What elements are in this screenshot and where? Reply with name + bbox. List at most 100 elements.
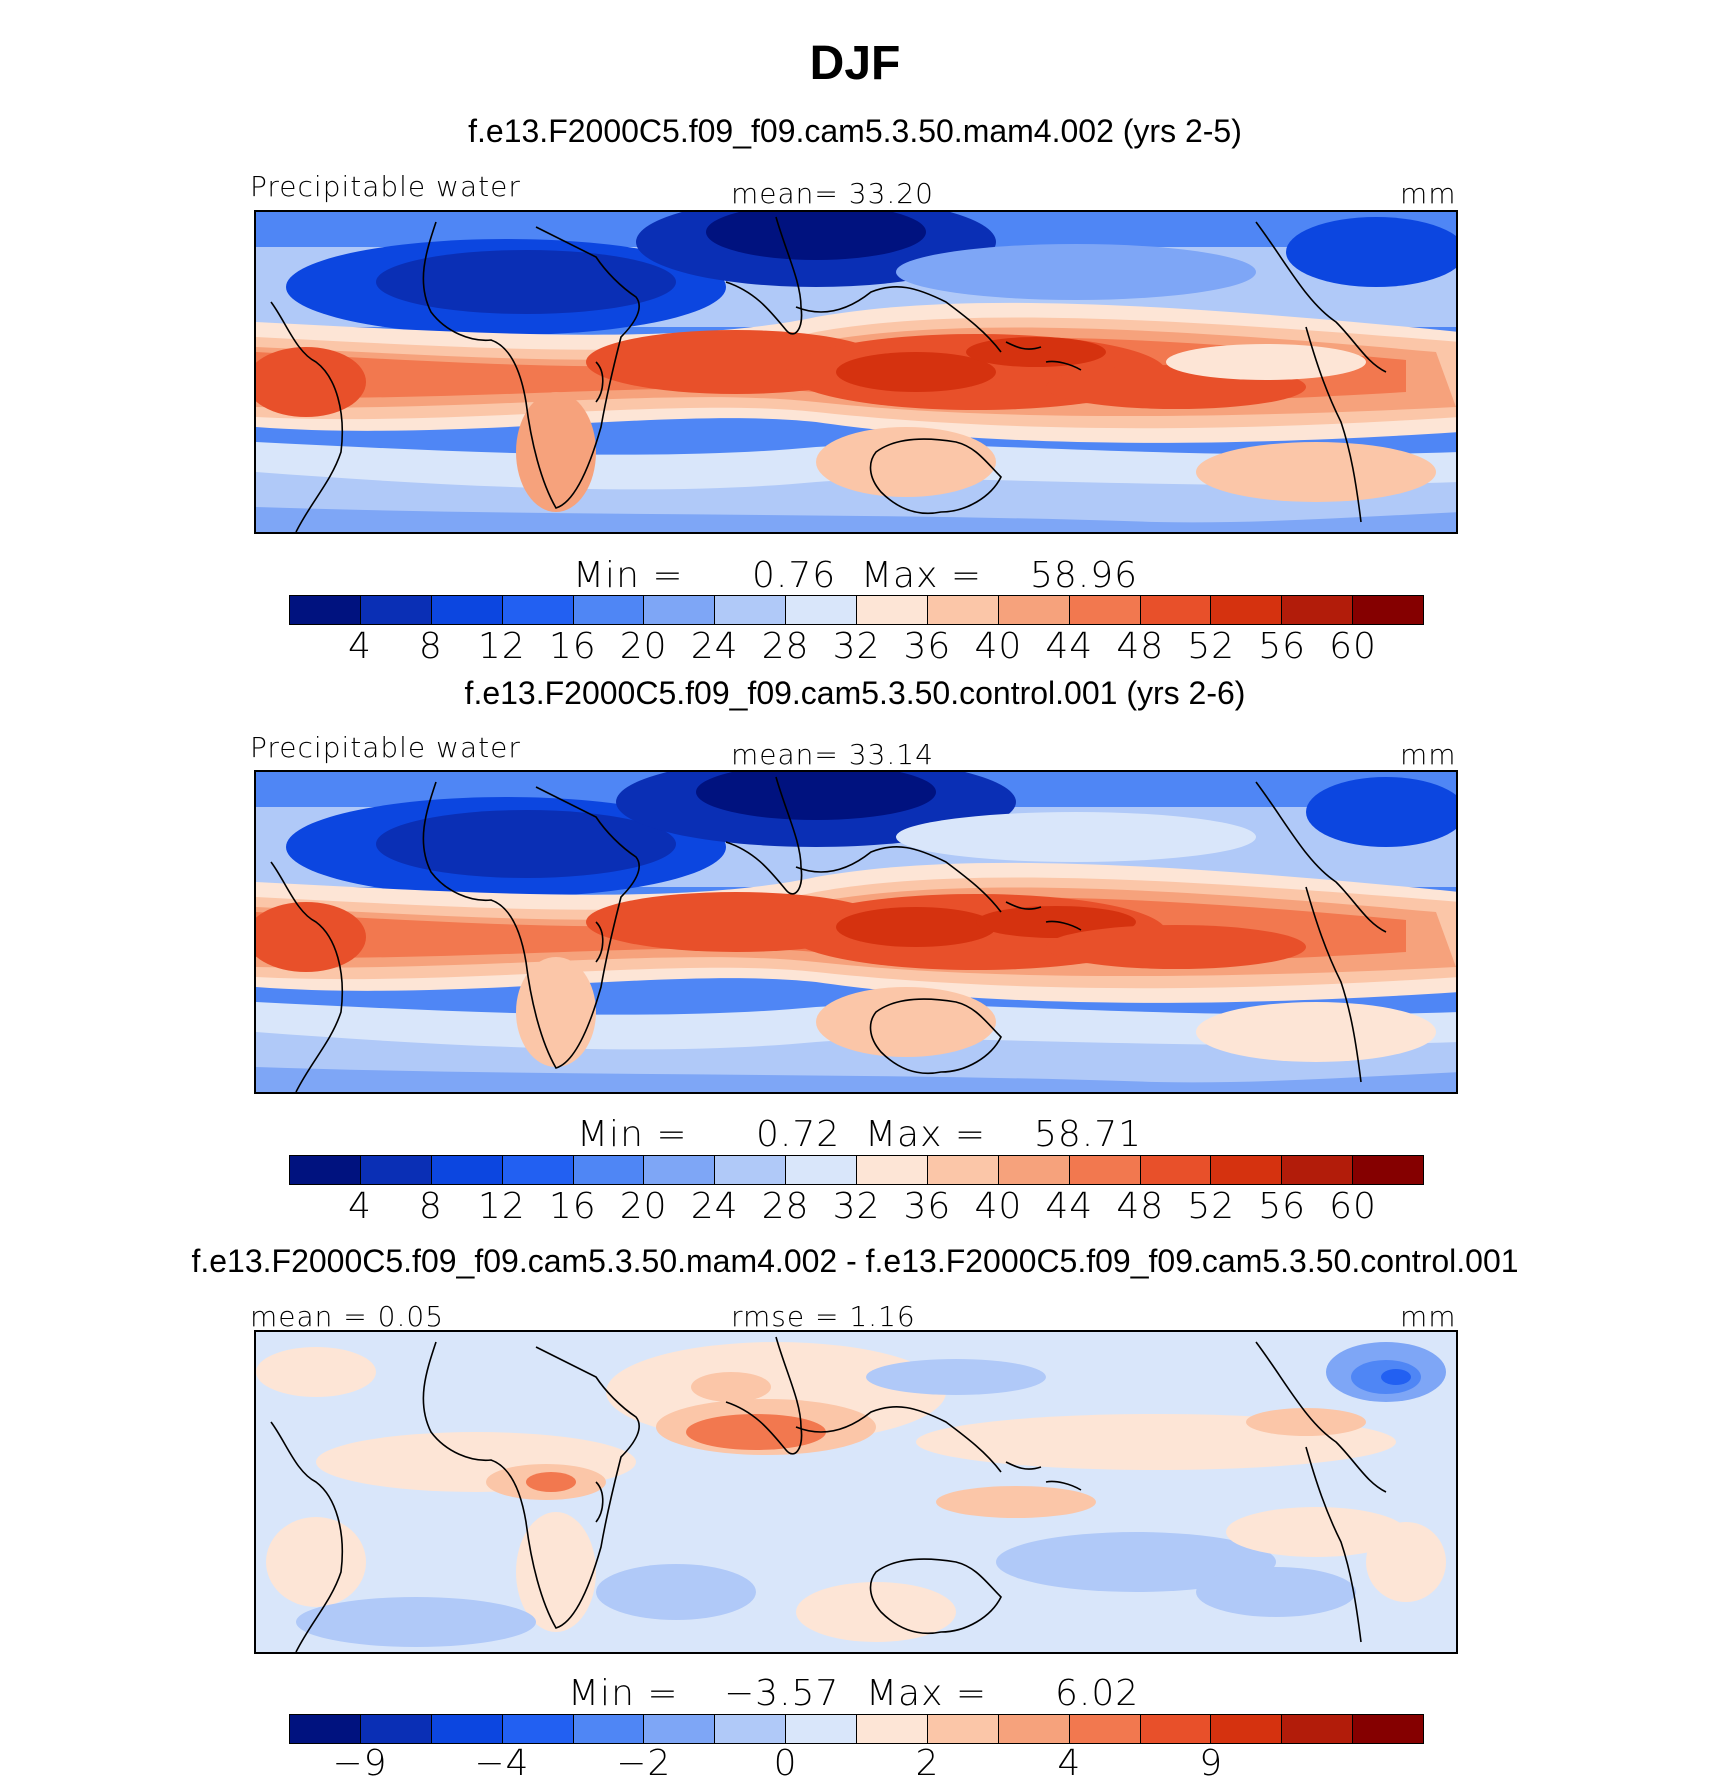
colorbar-tick-label: 2 (915, 1743, 940, 1784)
panel-2-min-value: 0.72 (756, 1114, 841, 1155)
panel-1-colorbar-ticks: 4 8 12 16 20 24 28 32 36 40 44 48 52 56 60 (289, 626, 1424, 668)
colorbar-tick-label: 60 (1329, 1186, 1377, 1227)
colorbar-tick-label: 16 (548, 1186, 597, 1227)
colorbar-box (644, 1156, 716, 1184)
colorbar-box (1140, 596, 1212, 624)
colorbar-tick-label: 40 (974, 626, 1023, 667)
colorbar-box (927, 1156, 999, 1184)
colorbar-tick-label: 36 (903, 626, 952, 667)
colorbar-tick-label: 20 (619, 626, 668, 667)
colorbar-tick-label: 28 (761, 626, 810, 667)
colorbar-tick-label: 24 (690, 626, 739, 667)
colorbar-box (998, 1156, 1070, 1184)
panel-2-units-label: mm (1400, 738, 1457, 771)
colorbar-box (431, 1715, 503, 1743)
case-title-1: f.e13.F2000C5.f09_f09.cam5.3.50.mam4.002… (468, 113, 1242, 149)
panel-1-contour-field (256, 212, 1456, 532)
panel-2-contour-field (256, 772, 1456, 1092)
colorbar-box (927, 596, 999, 624)
panel-2-colorbar (289, 1155, 1424, 1185)
panel-3-colorbar-ticks: −9 −4 −2 0 2 4 9 (289, 1743, 1424, 1785)
panel-1-min-value: 0.76 (752, 555, 837, 596)
colorbar-box (786, 1715, 857, 1743)
panel-1-max-label: Max = (861, 555, 983, 596)
colorbar-tick-label: 48 (1116, 1186, 1165, 1227)
panel-3-min-value: −3.57 (724, 1673, 840, 1714)
panel-2-map (254, 770, 1458, 1094)
panel-2-mean-label: mean= 33.14 (731, 738, 934, 771)
colorbar-box (290, 1715, 361, 1743)
colorbar-tick-label: 52 (1187, 626, 1236, 667)
colorbar-box (360, 596, 432, 624)
colorbar-tick-label: 44 (1045, 626, 1094, 667)
colorbar-box (786, 596, 857, 624)
panel-2-max-value: 58.71 (1034, 1114, 1143, 1155)
colorbar-tick-label: 56 (1258, 626, 1307, 667)
colorbar-tick-label: 24 (690, 1186, 739, 1227)
colorbar-tick-label: 12 (477, 1186, 526, 1227)
panel-3-map (254, 1330, 1458, 1654)
colorbar-box (1211, 1156, 1283, 1184)
colorbar-tick-label: −2 (616, 1743, 672, 1784)
case-title-2: f.e13.F2000C5.f09_f09.cam5.3.50.control.… (464, 675, 1246, 711)
colorbar-box (290, 1156, 361, 1184)
colorbar-box (573, 1156, 645, 1184)
panel-1-mean-label: mean= 33.20 (731, 177, 934, 210)
colorbar-box (573, 596, 645, 624)
colorbar-box (857, 596, 928, 624)
colorbar-tick-label: −9 (332, 1743, 388, 1784)
colorbar-tick-label: 9 (1199, 1743, 1224, 1784)
colorbar-box (715, 1156, 787, 1184)
panel-3-max-value: 6.02 (1055, 1673, 1140, 1714)
colorbar-tick-label: 32 (832, 626, 881, 667)
colorbar-box (927, 1715, 999, 1743)
colorbar-tick-label: 48 (1116, 626, 1165, 667)
figure-title: DJF (809, 37, 901, 90)
colorbar-tick-label: 28 (761, 1186, 810, 1227)
colorbar-box (1211, 1715, 1283, 1743)
colorbar-tick-label: 4 (347, 1186, 372, 1227)
panel-2-variable-label: Precipitable water (250, 731, 521, 764)
colorbar-box (1282, 1156, 1354, 1184)
colorbar-tick-label: −4 (474, 1743, 530, 1784)
colorbar-tick-label: 12 (477, 626, 526, 667)
colorbar-tick-label: 16 (548, 626, 597, 667)
colorbar-box (290, 596, 361, 624)
panel-2-min-label: Min = (577, 1114, 688, 1155)
colorbar-box (1353, 1156, 1423, 1184)
colorbar-tick-label: 20 (619, 1186, 668, 1227)
colorbar-tick-label: 36 (903, 1186, 952, 1227)
colorbar-box (502, 596, 574, 624)
colorbar-box (644, 1715, 716, 1743)
panel-1-colorbar (289, 595, 1424, 625)
colorbar-box (502, 1156, 574, 1184)
colorbar-box (998, 596, 1070, 624)
colorbar-box (1353, 596, 1423, 624)
colorbar-tick-label: 32 (832, 1186, 881, 1227)
panel-2-max-label: Max = (865, 1114, 987, 1155)
colorbar-box (1069, 596, 1141, 624)
colorbar-box (1140, 1715, 1212, 1743)
colorbar-tick-label: 0 (773, 1743, 798, 1784)
panel-2-colorbar-ticks: 4 8 12 16 20 24 28 32 36 40 44 48 52 56 60 (289, 1186, 1424, 1228)
panel-3-min-label: Min = (568, 1673, 679, 1714)
colorbar-box (998, 1715, 1070, 1743)
panel-3-rmse-label: rmse = 1.16 (731, 1300, 916, 1333)
panel-1-min-label: Min = (573, 555, 684, 596)
colorbar-box (502, 1715, 574, 1743)
panel-1-map (254, 210, 1458, 534)
colorbar-box (431, 596, 503, 624)
colorbar-box (1353, 1715, 1423, 1743)
colorbar-box (786, 1156, 857, 1184)
panel-1-max-value: 58.96 (1030, 555, 1139, 596)
colorbar-box (715, 596, 787, 624)
colorbar-box (857, 1156, 928, 1184)
panel-3-colorbar (289, 1714, 1424, 1744)
colorbar-box (360, 1156, 432, 1184)
colorbar-box (1211, 596, 1283, 624)
panel-1-units-label: mm (1400, 177, 1457, 210)
panel-3-max-label: Max = (866, 1673, 988, 1714)
colorbar-box (1282, 1715, 1354, 1743)
colorbar-tick-label: 44 (1045, 1186, 1094, 1227)
colorbar-box (431, 1156, 503, 1184)
